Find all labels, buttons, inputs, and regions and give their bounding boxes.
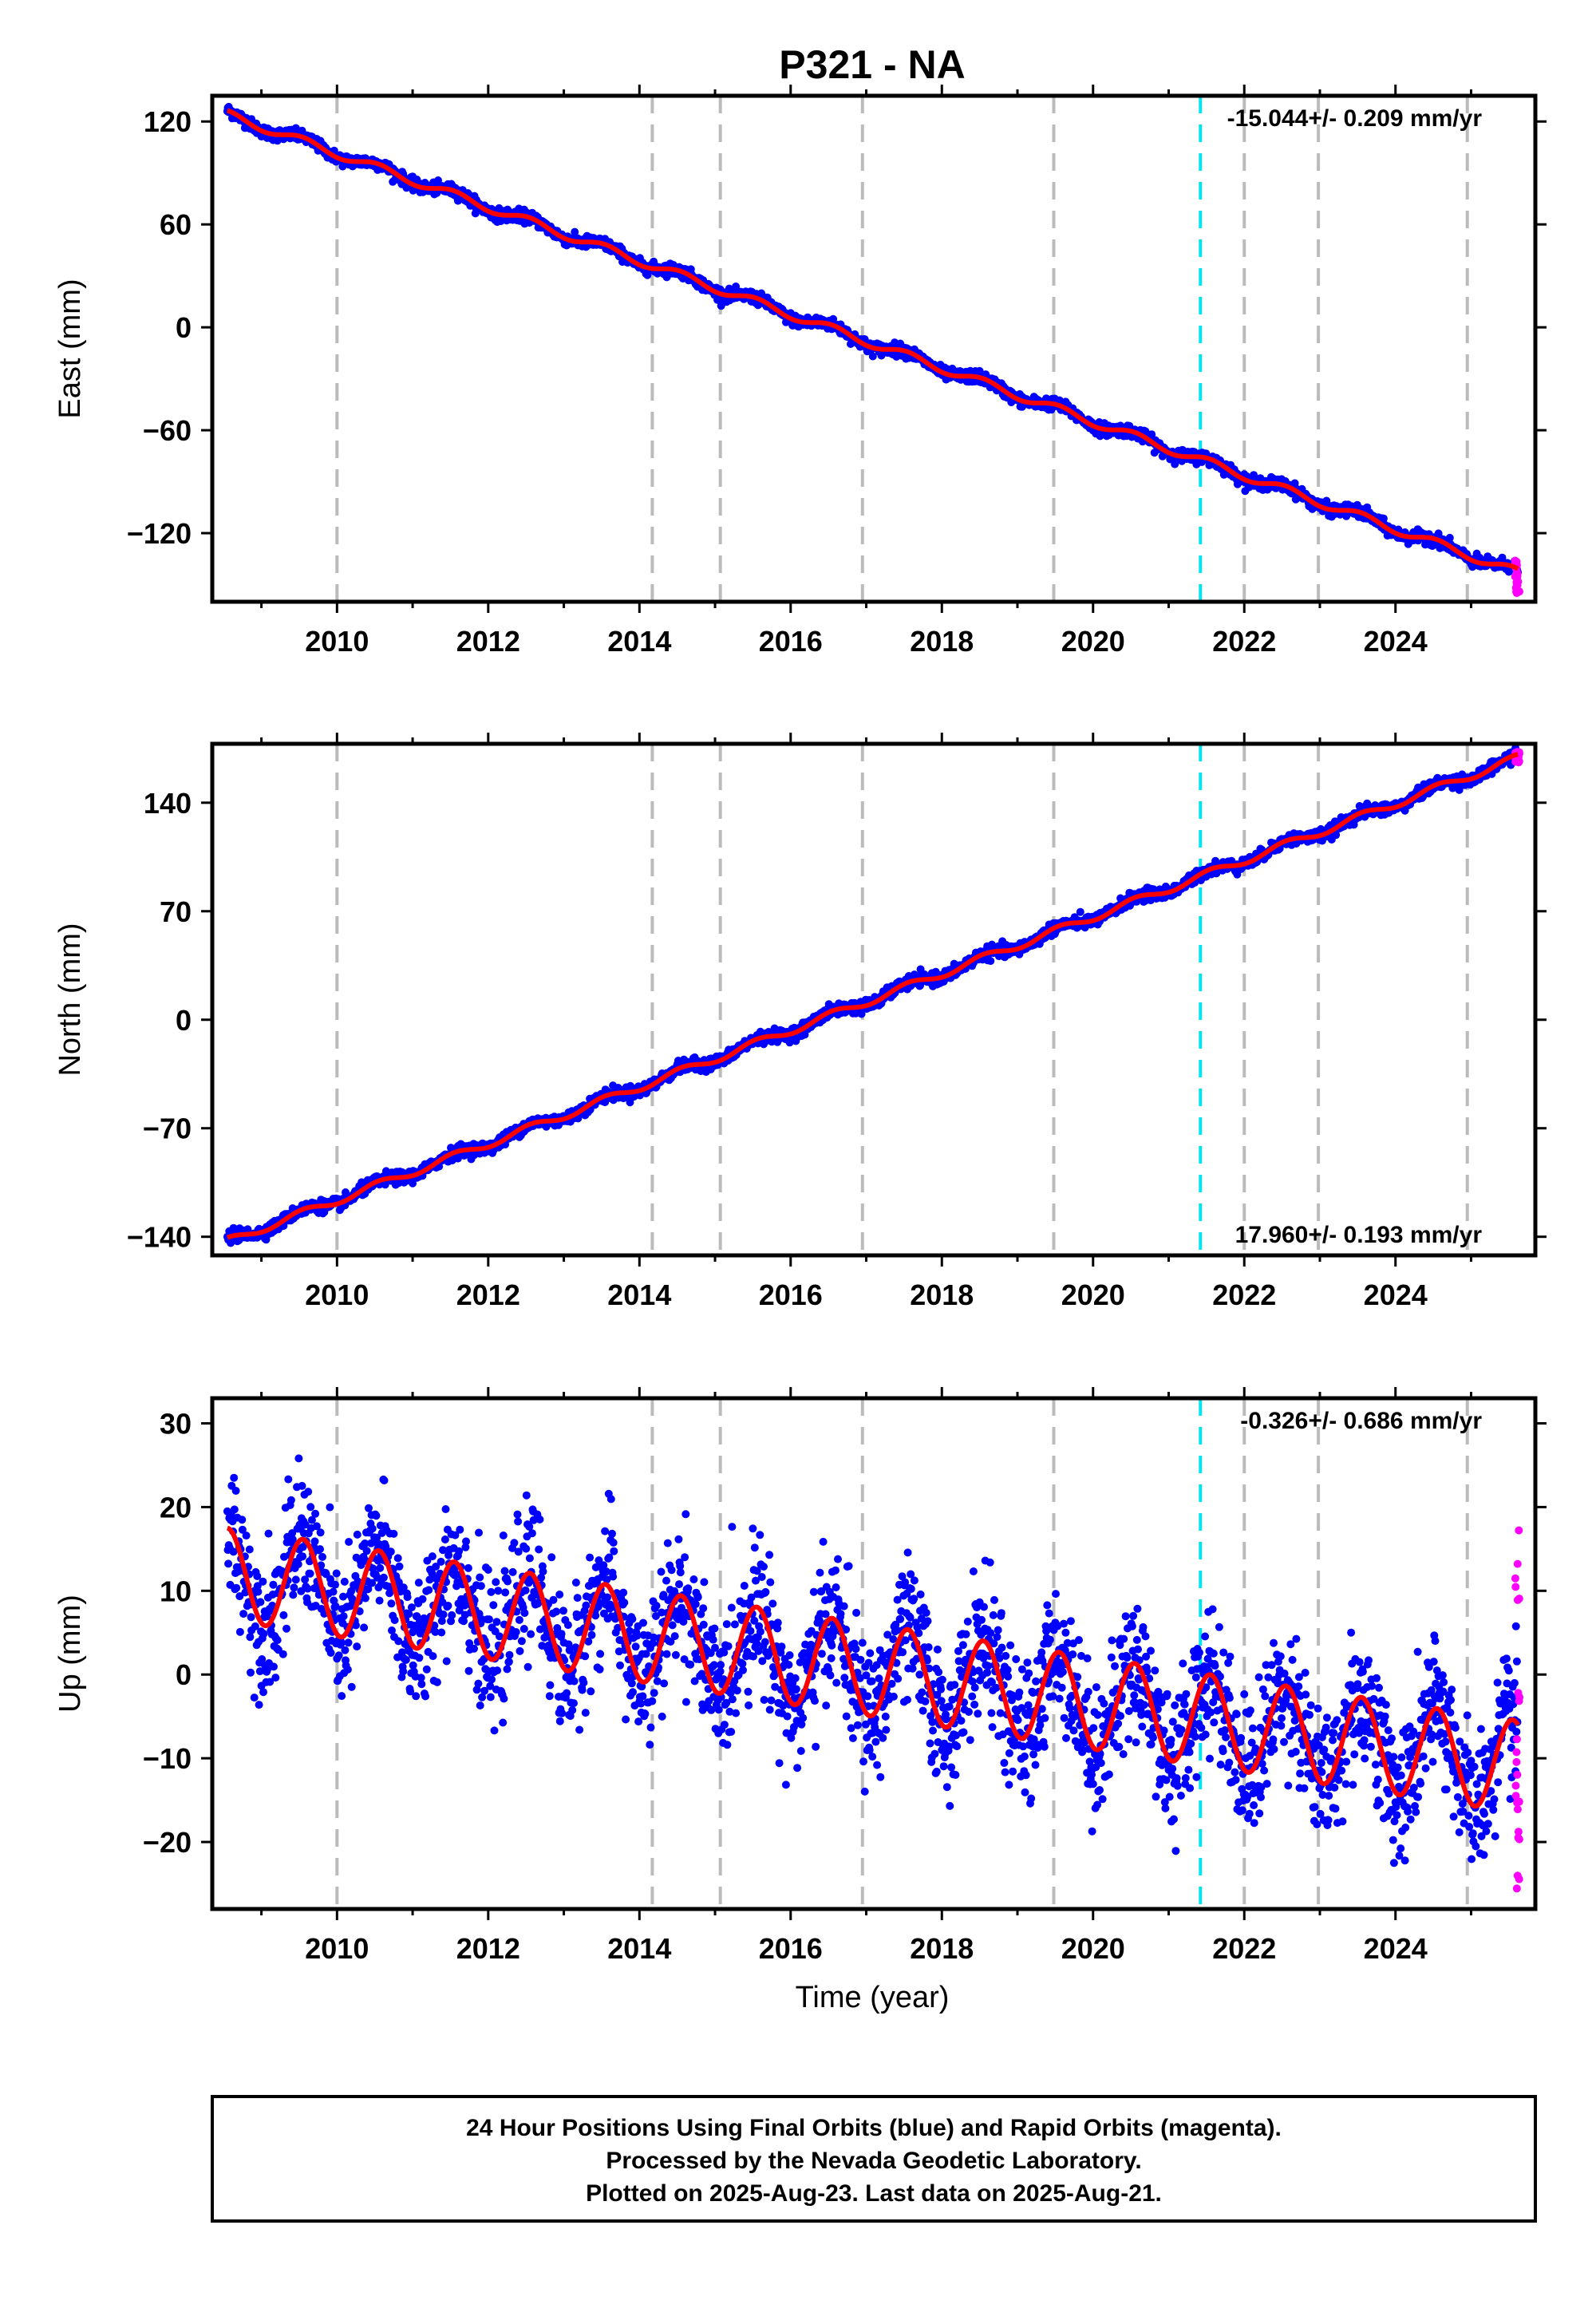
x-tick-label: 2014 — [607, 625, 671, 658]
y-tick-label: 60 — [160, 208, 192, 241]
data-point — [262, 1235, 271, 1244]
x-tick-label: 2024 — [1364, 625, 1428, 658]
y-tick-label: 120 — [144, 105, 192, 138]
data-point — [453, 1154, 462, 1163]
model-fit-line — [227, 108, 1519, 571]
data-point — [1076, 907, 1084, 916]
data-point — [1379, 514, 1388, 523]
final-orbit-points — [223, 102, 1523, 577]
velocity-label: -15.044+/- 0.209 mm/yr — [1227, 105, 1483, 132]
rapid-point — [1512, 557, 1521, 566]
rapid-orbit-points — [1511, 556, 1523, 598]
x-tick-label: 2018 — [910, 625, 974, 658]
x-tick-label: 2020 — [1061, 625, 1125, 658]
y-tick-label: −120 — [127, 517, 192, 550]
panels-group: 2010 2012 2014 2016 2018 2020 2022 2024 120 60 0 −6… — [53, 85, 1547, 1965]
y-axis-label: East (mm) — [53, 279, 87, 418]
figure-title: P321 - NA — [779, 42, 965, 87]
x-tick-label: 2010 — [305, 625, 369, 658]
y-tick-label: 0 — [176, 311, 192, 344]
plot-area — [223, 96, 1523, 602]
rapid-point — [1512, 579, 1521, 588]
data-point — [986, 957, 995, 966]
data-point — [1445, 533, 1454, 542]
y-tick-label: −60 — [143, 414, 192, 447]
panel-east: 2010 2012 2014 2016 2018 2020 2022 2024 120 60 0 −6… — [53, 85, 1547, 658]
x-tick-label: 2012 — [456, 625, 520, 658]
panel-frame — [210, 93, 1538, 604]
x-tick-label: 2016 — [759, 625, 823, 658]
data-point — [571, 227, 579, 236]
panel-north: 2010 2012 2014 2016 2018 2020 2022 2024140700−7… — [53, 733, 1547, 1311]
plot-area — [223, 744, 1523, 1255]
x-tick-label: 2022 — [1212, 625, 1276, 658]
data-point — [868, 352, 877, 361]
